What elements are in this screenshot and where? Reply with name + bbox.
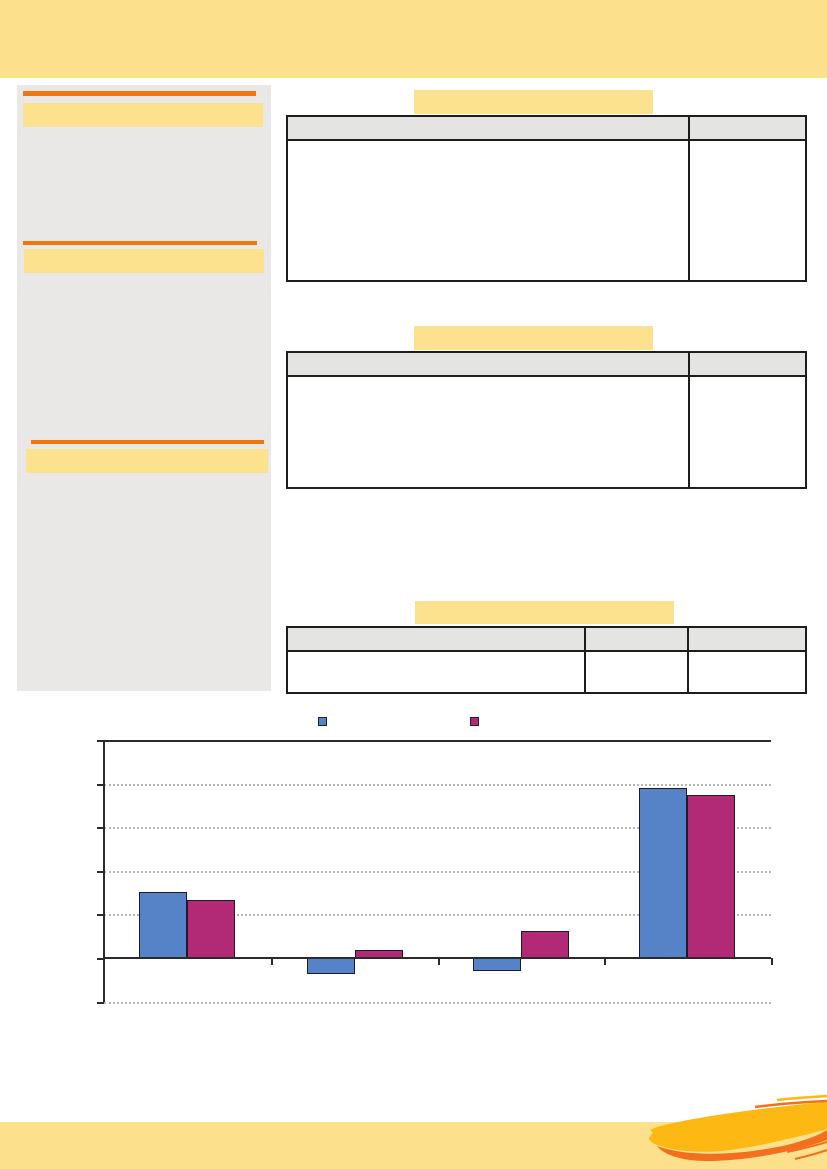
section-3-table (286, 626, 807, 694)
section-1-table (286, 115, 807, 282)
section-3-col-divider-1 (584, 628, 586, 692)
bar-series1-cat2 (306, 958, 355, 974)
table-header-cell (288, 353, 805, 375)
section-2-title (414, 326, 653, 350)
chart-top-border (103, 740, 771, 742)
sidebar-rule-1 (23, 91, 256, 96)
header-band (0, 0, 827, 78)
table-header-cell (288, 117, 805, 139)
section-2-col-divider (688, 353, 690, 487)
y-axis-tick (96, 827, 104, 830)
x-axis-tick (603, 958, 606, 965)
y-axis-tick (96, 958, 104, 960)
sidebar-heading-2 (24, 249, 264, 273)
section-2-table (286, 351, 807, 489)
section-3-col-divider-2 (687, 628, 689, 692)
section-3-table-header (288, 628, 805, 652)
section-1-col-divider (688, 117, 690, 280)
brush-stroke-graphic (649, 1094, 827, 1161)
gridline (103, 1001, 771, 1004)
y-axis-tick (96, 783, 104, 786)
legend-swatch-series-1 (318, 717, 327, 726)
bar-series1-cat3 (472, 958, 521, 971)
legend-swatch-series-2 (470, 717, 479, 726)
bar-series2-cat3 (520, 930, 569, 958)
sidebar-rule-2 (23, 241, 257, 245)
x-axis-line (103, 957, 771, 959)
x-axis-tick (770, 958, 773, 965)
gridline (103, 914, 771, 917)
gridline (103, 827, 771, 830)
y-axis-tick (96, 914, 104, 917)
bar-series1-cat1 (139, 891, 188, 958)
sidebar-heading-3 (26, 449, 268, 473)
y-axis-tick (96, 740, 104, 742)
gridline (103, 783, 771, 786)
sidebar (17, 85, 271, 691)
x-axis-tick (271, 958, 273, 965)
bar-series2-cat1 (187, 900, 236, 958)
y-axis-tick (96, 1001, 104, 1004)
section-3-title (415, 601, 674, 624)
table-header-cell (288, 628, 805, 650)
section-1-title (414, 90, 653, 114)
y-axis-tick (96, 870, 104, 873)
section-2-table-header (288, 353, 805, 377)
bar-series1-cat4 (639, 787, 687, 958)
sidebar-rule-3 (31, 440, 264, 444)
y-axis-line (102, 740, 105, 1002)
gridline (103, 870, 771, 873)
x-axis-tick (438, 958, 440, 965)
bar-series2-cat4 (687, 795, 735, 958)
section-1-table-header (288, 117, 805, 141)
sidebar-heading-1 (23, 103, 263, 127)
